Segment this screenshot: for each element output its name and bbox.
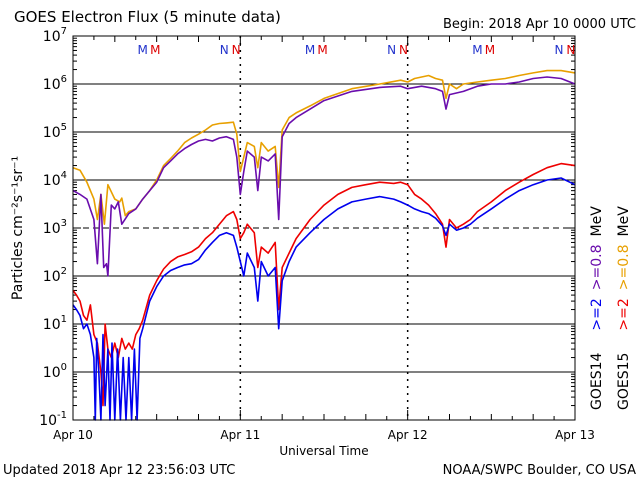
series-line (72, 69, 576, 225)
legend-item: MeV (616, 206, 632, 237)
legend-entry: GOES14 >=2 >=0.8 MeV (589, 206, 605, 410)
y-axis-label: Particles cm⁻²s⁻¹sr⁻¹ (10, 156, 26, 300)
orbit-marker: M (138, 43, 148, 57)
x-axis-label: Universal Time (279, 444, 368, 458)
legend-item: >=0.8 (589, 244, 605, 290)
x-tick-labels: Apr 10 Apr 11 Apr 12 Apr 13 (53, 428, 595, 442)
orbit-marker: N (399, 43, 408, 57)
legend-column: GOES14 >=2 >=0.8 MeV (589, 206, 605, 410)
y-tick-label: 107 (43, 26, 67, 45)
y-tick-label: 10-1 (39, 410, 67, 429)
begin-time-label: Begin: 2018 Apr 10 0000 UTC (443, 17, 636, 32)
series-lines (72, 69, 576, 421)
orbit-marker: M (472, 43, 482, 57)
legend-item: >=2 (589, 298, 605, 330)
y-tick-label: 102 (43, 266, 67, 285)
orbit-marker: M (150, 43, 160, 57)
orbit-marker: M (485, 43, 495, 57)
y-tick-label: 106 (43, 74, 67, 93)
orbit-marker: N (232, 43, 241, 57)
credit-label: NOAA/SWPC Boulder, CO USA (443, 463, 636, 478)
legend-item: >=2 (616, 298, 632, 330)
legend-item: MeV (589, 206, 605, 237)
y-tick-label: 105 (43, 122, 67, 141)
x-tick-label: Apr 13 (555, 428, 595, 442)
orbit-marker: N (220, 43, 229, 57)
y-tick-label: 100 (43, 362, 67, 381)
legend-item: GOES15 (616, 353, 632, 410)
series-line (72, 162, 576, 407)
x-tick-label: Apr 12 (388, 428, 428, 442)
orbit-marker: N (387, 43, 396, 57)
orbit-marker: N (554, 43, 563, 57)
x-tick-label: Apr 11 (220, 428, 260, 442)
y-tick-label: 103 (43, 218, 67, 237)
series-line (72, 177, 576, 421)
orbit-marker: M (305, 43, 315, 57)
updated-timestamp: Updated 2018 Apr 12 23:56:03 UTC (3, 463, 235, 478)
chart-title: GOES Electron Flux (5 minute data) (14, 8, 281, 26)
legend: GOES14 >=2 >=0.8 MeV GOES15 >=2 >=0.8 MeV (589, 206, 632, 410)
legend-item: GOES14 (589, 352, 605, 410)
legend-entry: GOES15 >=2 >=0.8 MeV (616, 206, 632, 410)
legend-column: GOES15 >=2 >=0.8 MeV (616, 206, 632, 410)
grid (72, 36, 576, 421)
y-tick-labels: 10-1 100 101 102 103 104 105 106 107 (39, 26, 67, 429)
y-tick-label: 101 (43, 314, 67, 333)
orbit-marker: N (566, 43, 575, 57)
legend-item: >=0.8 (616, 244, 632, 290)
series-line (72, 76, 576, 277)
x-tick-label: Apr 10 (53, 428, 93, 442)
plot-frame (72, 35, 576, 421)
y-tick-label: 104 (43, 170, 67, 189)
orbit-marker: M (317, 43, 327, 57)
